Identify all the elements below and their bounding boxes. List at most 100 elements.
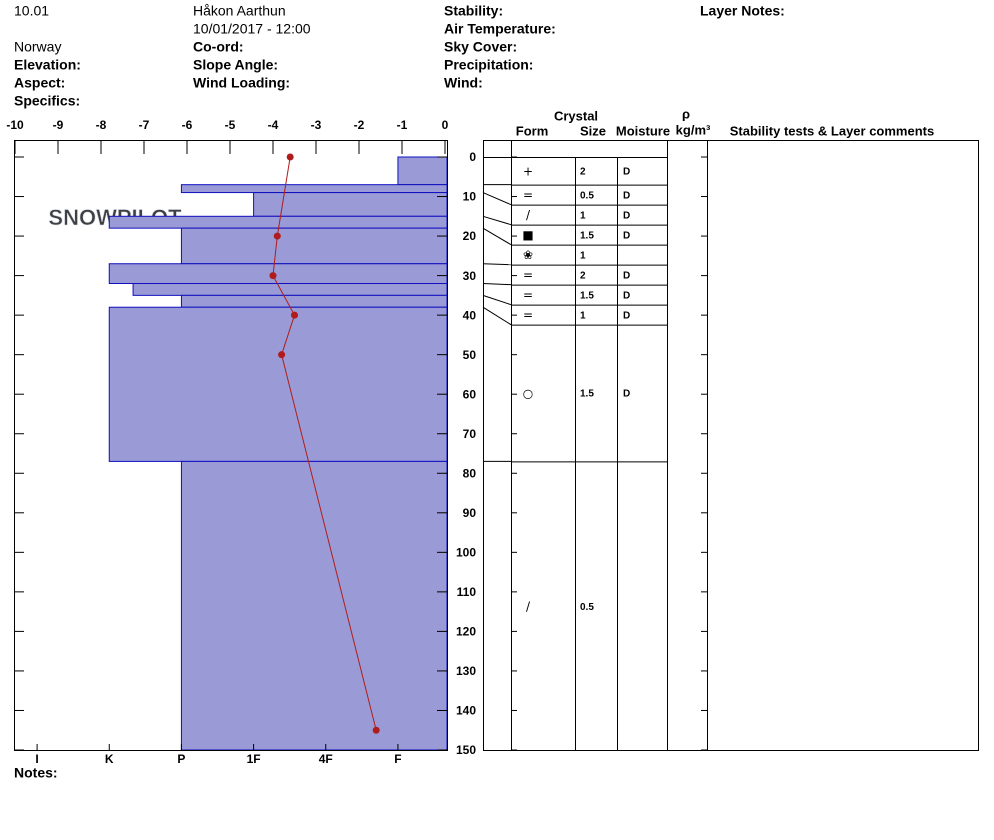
hardness-tick-label: 4F [319,752,333,766]
grain-size: 0.5 [580,602,594,613]
plot-frame [14,140,448,751]
temp-tick-label: -2 [354,118,365,132]
depth-tick-label: 80 [463,466,477,480]
notes: Notes: [14,765,58,781]
temp-tick-label: -9 [53,118,64,132]
wind: Wind: [444,75,483,91]
hardness-tick-label: F [394,752,401,766]
hardness-bar [180,460,448,751]
depth-tick-label: 150 [456,743,476,757]
hardness-bar [108,306,448,462]
air-temperature: Air Temperature: [444,21,556,37]
moisture: D [623,310,630,321]
temp-tick-label: -7 [139,118,150,132]
stability: Stability: [444,3,503,19]
hardness-bar [397,156,448,186]
size-header: Size [580,123,606,138]
moisture: D [623,190,630,201]
layer-connector [482,263,512,266]
depth-tick-label: 60 [463,387,477,401]
observer: Håkon Aarthun [193,3,286,19]
depth-tick-label: 70 [463,427,477,441]
grain-size: 0.5 [580,190,594,201]
depth-tick-label: 0 [469,150,476,164]
form-header: Form [516,123,549,138]
temperature-point [269,272,277,280]
moisture: D [623,270,630,281]
layer-notes: Layer Notes: [700,3,785,19]
temp-tick-label: -6 [182,118,193,132]
grain-form: + [523,164,533,178]
aspect: Aspect: [14,75,65,91]
depth-tick-label: 90 [463,506,477,520]
depth-tick-label: 120 [456,625,476,639]
depth-tick-label: 40 [463,308,477,322]
temperature-line [272,156,377,731]
hardness-tick-label: K [105,752,114,766]
moisture: D [623,230,630,241]
grain-form: ○ [523,387,533,401]
moisture: D [623,290,630,301]
table-border [483,140,979,751]
grain-size: 1 [580,210,586,221]
depth-tick-label: 140 [456,704,476,718]
depth-tick-label: 100 [456,546,476,560]
hardness-bar [180,184,448,194]
grain-form: = [523,268,533,282]
precipitation: Precipitation: [444,57,533,73]
location: Norway [14,39,61,55]
hardness-tick-label: I [35,752,38,766]
coord: Co-ord: [193,39,244,55]
depth-tick-label: 10 [463,190,477,204]
temp-tick-label: -10 [6,118,24,132]
moisture: D [623,389,630,400]
comments-header: Stability tests & Layer comments [730,123,934,138]
grain-form: / [526,600,531,614]
depth-tick-label: 20 [463,229,477,243]
slope-angle: Slope Angle: [193,57,278,73]
grain-size: 1 [580,250,586,261]
temp-tick-label: -1 [397,118,408,132]
layer-connector [482,306,512,326]
layer-connector [482,294,512,306]
grain-form: = [523,308,533,322]
grain-size: 1 [580,310,586,321]
grain-size: 2 [580,166,586,177]
temperature-point [372,726,380,734]
moisture: D [623,210,630,221]
elevation: Elevation: [14,57,81,73]
temperature-point [286,153,294,161]
hardness-bar [108,215,448,229]
grain-form: ❀ [523,248,533,262]
layer-connector [482,227,512,246]
hardness-bar [180,294,448,308]
depth-tick-label: 50 [463,348,477,362]
depth-tick-label: 110 [457,585,477,599]
depth-tick-label: 130 [456,664,476,678]
hardness-bar [132,283,448,296]
layer-connector [482,215,512,226]
grain-size: 1.5 [580,290,594,301]
hardness-bar [180,227,448,265]
layer-connector [482,192,512,206]
datetime: 10/01/2017 - 12:00 [193,21,311,37]
specifics: Specifics: [14,93,80,109]
temp-tick-label: -3 [311,118,322,132]
moisture: D [623,166,630,177]
density-header: kg/m³ [676,122,711,137]
temp-tick-label: -8 [96,118,107,132]
moisture-header: Moisture [616,123,670,138]
grain-form: = [523,188,533,202]
sky-cover: Sky Cover: [444,39,517,55]
temperature-point [273,232,281,240]
grain-size: 1.5 [580,389,594,400]
rho-header: ρ [682,106,690,121]
temperature-point [278,351,286,359]
hardness-bar [108,263,448,285]
temp-tick-label: 0 [442,118,449,132]
temperature-point [291,311,298,319]
temp-tick-label: -4 [268,118,279,132]
grain-form: ■ [522,228,533,242]
hardness-tick-label: P [177,752,185,766]
